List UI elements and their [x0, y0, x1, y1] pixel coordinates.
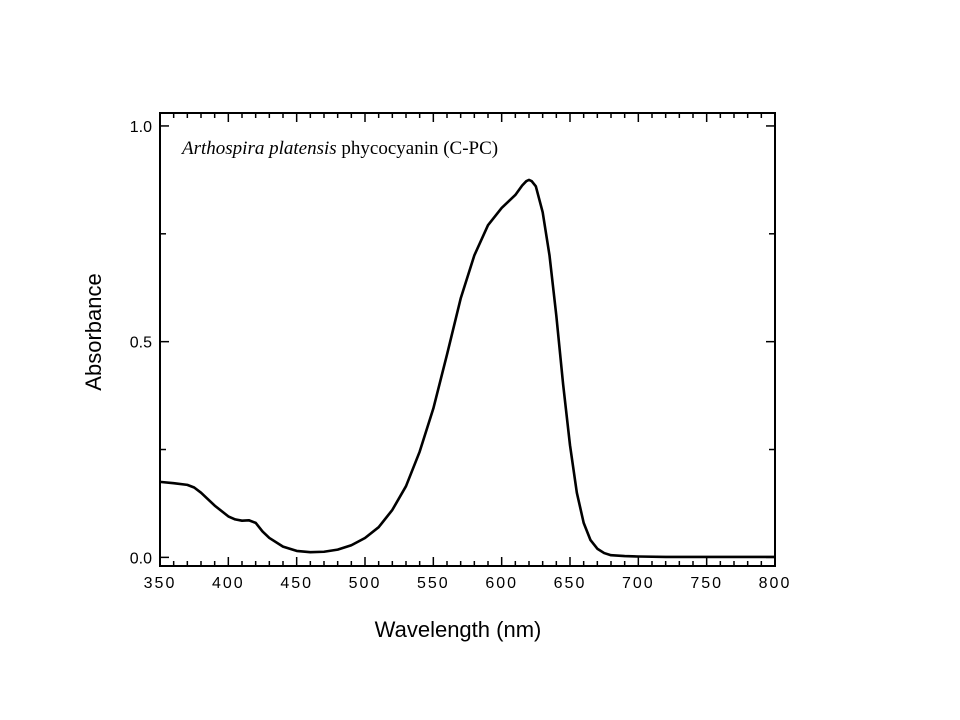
x-tick-label: 600	[485, 575, 518, 592]
y-tick-label: 0.0	[130, 550, 152, 567]
x-tick-labels: 350 400 450 500 550 600 650 700 750 800	[144, 575, 792, 592]
x-tick-label: 450	[280, 575, 313, 592]
y-tick-label: 1.0	[130, 119, 152, 136]
y-tick-labels: 0.0 0.5 1.0	[130, 119, 152, 567]
x-tick-label: 700	[622, 575, 655, 592]
annotation-protein: phycocyanin (C-PC)	[337, 138, 498, 159]
x-tick-label: 750	[690, 575, 723, 592]
x-tick-label: 350	[144, 575, 177, 592]
y-axis-label: Absorbance	[81, 273, 106, 390]
tick-marks	[159, 113, 776, 566]
absorbance-curve	[159, 178, 775, 559]
annotation-species: Arthospira platensis	[180, 138, 337, 159]
x-axis-label: Wavelength (nm)	[375, 617, 542, 642]
plot-frame	[159, 112, 776, 567]
annotation-text: Arthospira platensis phycocyanin (C-PC)	[180, 138, 498, 159]
x-tick-label: 400	[212, 575, 245, 592]
y-tick-label: 0.5	[130, 335, 152, 352]
x-tick-label: 550	[417, 575, 450, 592]
x-tick-label: 500	[349, 575, 382, 592]
x-tick-label: 800	[759, 575, 792, 592]
x-tick-label: 650	[554, 575, 587, 592]
